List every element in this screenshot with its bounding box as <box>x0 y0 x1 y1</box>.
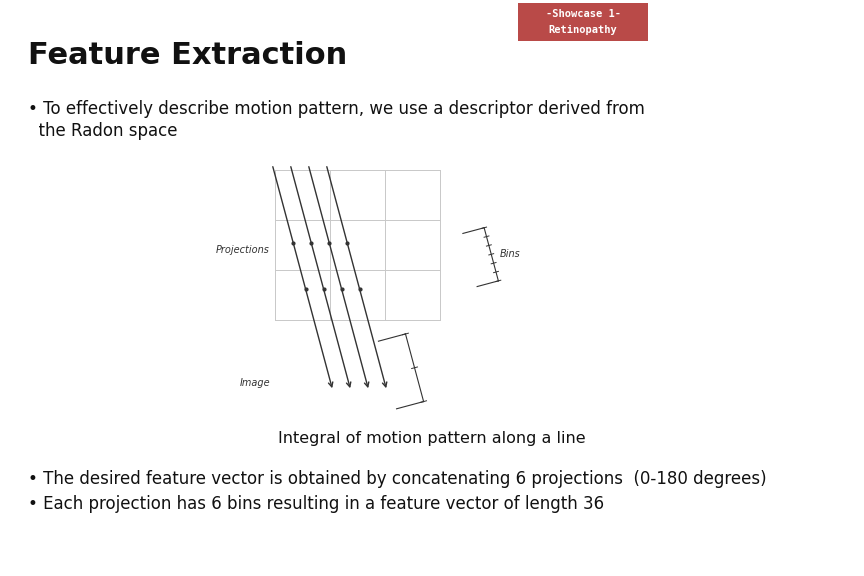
Text: • To effectively describe motion pattern, we use a descriptor derived from: • To effectively describe motion pattern… <box>28 100 645 118</box>
Text: Projections: Projections <box>216 245 270 255</box>
Text: the Radon space: the Radon space <box>28 122 177 140</box>
Text: • Each projection has 6 bins resulting in a feature vector of length 36: • Each projection has 6 bins resulting i… <box>28 495 604 513</box>
Text: Integral of motion pattern along a line: Integral of motion pattern along a line <box>278 430 586 445</box>
Text: Image: Image <box>239 378 270 388</box>
Text: Retinopathy: Retinopathy <box>549 25 618 35</box>
Text: -Showcase 1-: -Showcase 1- <box>545 9 620 20</box>
Text: • The desired feature vector is obtained by concatenating 6 projections  (0-180 : • The desired feature vector is obtained… <box>28 470 766 488</box>
Text: Bins: Bins <box>499 249 520 259</box>
FancyBboxPatch shape <box>518 3 648 41</box>
Text: Feature Extraction: Feature Extraction <box>28 40 347 70</box>
